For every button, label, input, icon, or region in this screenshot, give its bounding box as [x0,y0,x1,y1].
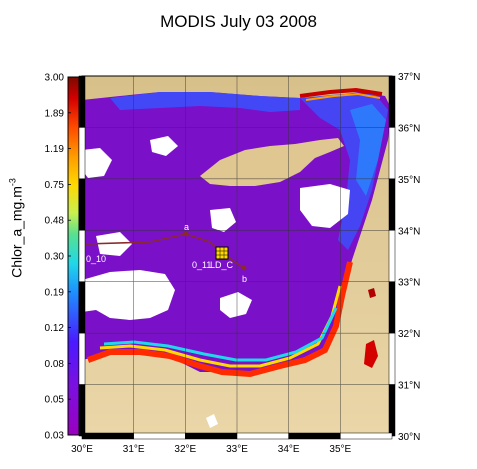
colorbar-label: Chlor_a_mg.m-3 [7,178,25,278]
longitude-label: 35°E [329,444,351,455]
frame-segment [78,230,86,282]
latitude-label: 33°N [398,278,420,289]
frame-segment [133,432,186,440]
station-label-a: a [184,222,189,232]
colorbar-tick-label: 0.08 [45,359,65,370]
colorbar-ticks: 3.00 1.89 1.19 0.75 0.48 0.30 0.19 0.12 0.08 0.05… [45,73,71,442]
colorbar-tick-label: 1.19 [45,144,65,155]
longitude-label: 32°E [174,444,196,455]
frame-segment [288,432,341,440]
latitude-label: 37°N [398,72,420,83]
frame-segment [185,432,238,440]
station-label-0-11: 0_11 [192,260,211,270]
frame-segment [78,127,86,180]
latitude-label: 34°N [398,226,420,237]
frame-segment [388,75,396,128]
frame-segment [388,178,396,231]
station-label-0-10: 0_10 [86,254,106,264]
frame-segment [340,432,393,440]
latitude-label: 35°N [398,175,420,186]
lat-lon-grid [82,76,392,436]
frame-segment [78,75,86,128]
frame-segment [78,178,86,231]
frame-segment [388,332,396,385]
longitude-label: 34°E [278,444,300,455]
colorbar-tick-label: 0.19 [45,287,65,298]
longitude-label: 31°E [123,444,145,455]
frame-segment [78,332,86,385]
cloud-mask [82,270,175,320]
colorbar-tick-label: 1.89 [45,108,65,119]
station-label-b: b [242,274,247,284]
frame-segment [78,281,86,334]
colorbar-tick-label: 0.05 [45,395,65,406]
colorbar-tick-label: 0.75 [45,180,65,191]
latitude-label: 32°N [398,329,420,340]
station-label-ld-c: LD_C [210,260,234,270]
frame-segment [388,230,396,282]
longitude-label: 30°E [71,444,93,455]
frame-segment [236,432,289,440]
frame-segment [388,384,396,437]
coastal-bloom [86,261,353,378]
latitude-label: 31°N [398,381,420,392]
frame-segment [388,127,396,180]
ld-c-marker [215,246,229,260]
latitude-label: 36°N [398,123,420,134]
frame-segment [81,432,134,440]
colorbar-tick-label: 0.03 [45,431,65,442]
colorbar-tick-label: 0.30 [45,252,65,263]
colorbar-tick-label: 0.48 [45,216,65,227]
frame-ticks [78,75,396,440]
longitude-label: 33°E [226,444,248,455]
map-title: MODIS July 03 2008 [160,12,317,31]
colorbar-tick-label: 0.12 [45,323,65,334]
latitude-label: 30°N [398,432,420,443]
longitude-labels: 30°E 31°E 32°E 33°E 34°E 35°E [71,444,351,455]
latitude-labels: 37°N 36°N 35°N 34°N 33°N 32°N 31°N 30°N [398,72,420,443]
cyprus-island [200,138,344,186]
colorbar-tick-label: 3.00 [45,73,65,84]
frame-segment [78,384,86,437]
transect [85,231,247,271]
frame-segment [388,281,396,334]
